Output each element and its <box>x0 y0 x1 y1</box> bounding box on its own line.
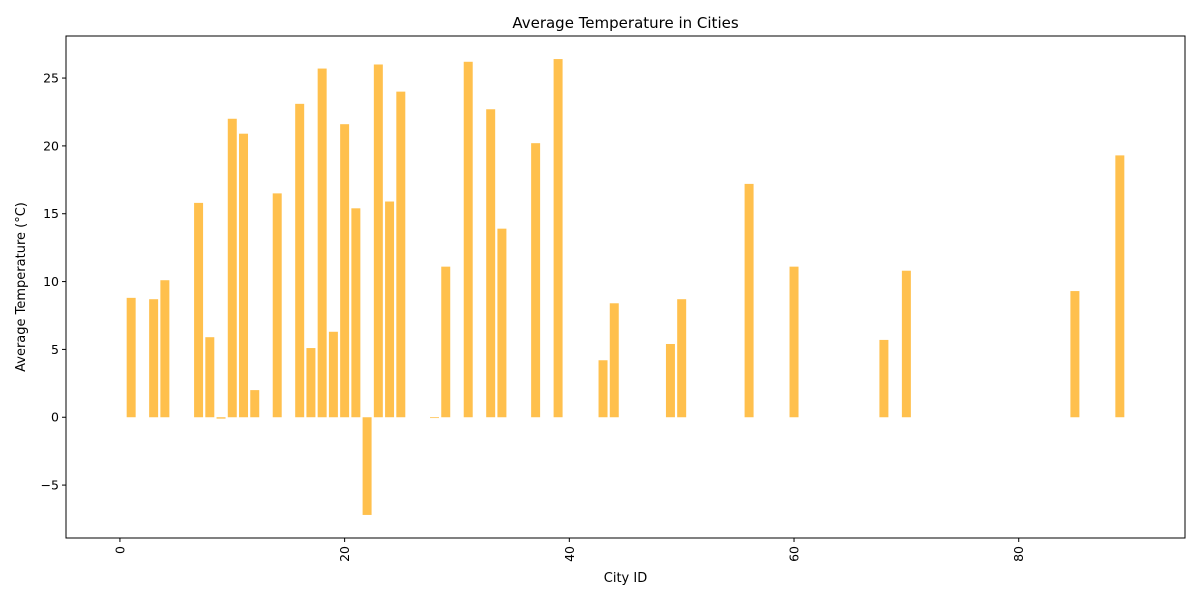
bar-city-60 <box>789 266 799 418</box>
bar-city-33 <box>486 109 496 418</box>
bar-city-22 <box>362 417 372 515</box>
bar-city-8 <box>205 337 215 418</box>
bar-city-68 <box>879 339 889 418</box>
bar-city-70 <box>901 270 911 418</box>
x-tick-label: 20 <box>337 546 352 562</box>
y-tick-label: −5 <box>41 478 59 493</box>
x-tick-label: 80 <box>1011 546 1026 562</box>
y-axis-label: Average Temperature (°C) <box>14 202 29 372</box>
bar-city-21 <box>351 208 361 418</box>
y-tick-label: 15 <box>43 206 59 221</box>
x-tick-label: 0 <box>112 546 127 554</box>
bar-city-20 <box>340 124 350 418</box>
bar-city-89 <box>1115 155 1125 418</box>
bar-city-11 <box>239 133 249 418</box>
bar-city-31 <box>463 61 473 418</box>
y-tick-label: 10 <box>43 274 59 289</box>
bar-city-44 <box>609 303 619 418</box>
y-tick-label: 25 <box>43 71 59 86</box>
y-ticks: −5 0 5 10 15 20 25 <box>41 71 66 493</box>
bar-city-16 <box>295 103 305 418</box>
bar-city-34 <box>497 228 507 418</box>
y-tick-label: 0 <box>51 410 59 425</box>
bar-city-85 <box>1070 291 1080 418</box>
bar-city-1 <box>126 297 136 418</box>
bar-city-56 <box>744 183 754 418</box>
bar-city-28 <box>430 417 439 419</box>
bar-city-3 <box>149 299 159 418</box>
bars-group <box>126 59 1125 515</box>
x-tick-label: 60 <box>787 546 802 562</box>
y-tick-label: 5 <box>51 342 59 357</box>
bar-city-9 <box>216 417 226 419</box>
bar-city-19 <box>328 331 338 418</box>
x-ticks: 0 20 40 60 80 <box>112 538 1026 562</box>
chart-title: Average Temperature in Cities <box>512 14 739 32</box>
bar-city-4 <box>160 280 170 418</box>
bar-city-18 <box>317 68 327 418</box>
bar-city-49 <box>665 343 675 418</box>
bar-city-17 <box>306 348 316 418</box>
bar-city-50 <box>677 299 687 418</box>
bar-city-7 <box>194 202 204 418</box>
bar-city-10 <box>227 118 237 418</box>
bar-city-29 <box>441 266 451 418</box>
y-tick-label: 20 <box>43 138 59 153</box>
bar-city-37 <box>531 143 541 418</box>
bar-city-23 <box>373 64 383 418</box>
bar-city-25 <box>396 91 406 418</box>
bar-city-39 <box>553 59 563 418</box>
x-axis-label: City ID <box>604 571 647 586</box>
plot-area <box>66 36 1185 538</box>
bar-city-14 <box>272 193 282 418</box>
plot-frame <box>65 35 1186 539</box>
bar-city-12 <box>250 390 260 418</box>
bar-city-24 <box>385 201 395 418</box>
x-tick-label: 40 <box>562 546 577 562</box>
bar-city-43 <box>598 360 608 418</box>
